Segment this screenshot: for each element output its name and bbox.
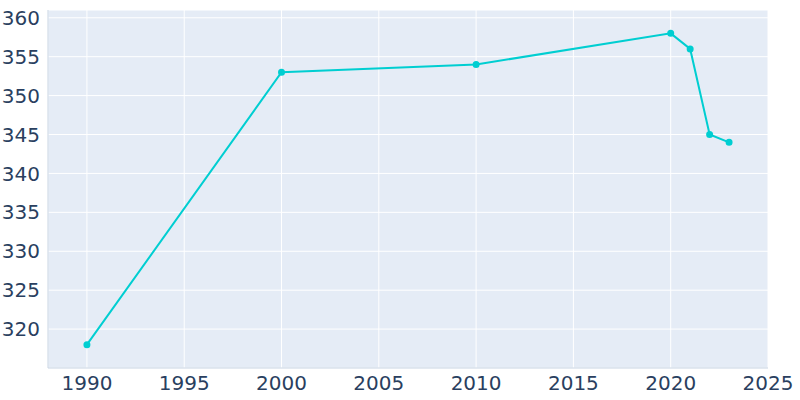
svg-text:2000: 2000	[256, 371, 307, 395]
svg-text:2010: 2010	[451, 371, 502, 395]
svg-text:345: 345	[8, 123, 40, 147]
svg-text:2020: 2020	[645, 371, 696, 395]
svg-text:350: 350	[8, 84, 40, 108]
svg-text:320: 320	[8, 317, 40, 341]
svg-text:1995: 1995	[159, 371, 210, 395]
svg-text:2025: 2025	[743, 371, 792, 395]
svg-text:2005: 2005	[353, 371, 404, 395]
svg-text:340: 340	[8, 162, 40, 186]
svg-text:1990: 1990	[61, 371, 112, 395]
svg-text:330: 330	[8, 239, 40, 263]
svg-text:355: 355	[8, 45, 40, 69]
svg-text:2015: 2015	[548, 371, 599, 395]
svg-text:325: 325	[8, 278, 40, 302]
svg-text:360: 360	[8, 6, 40, 30]
svg-text:335: 335	[8, 200, 40, 224]
